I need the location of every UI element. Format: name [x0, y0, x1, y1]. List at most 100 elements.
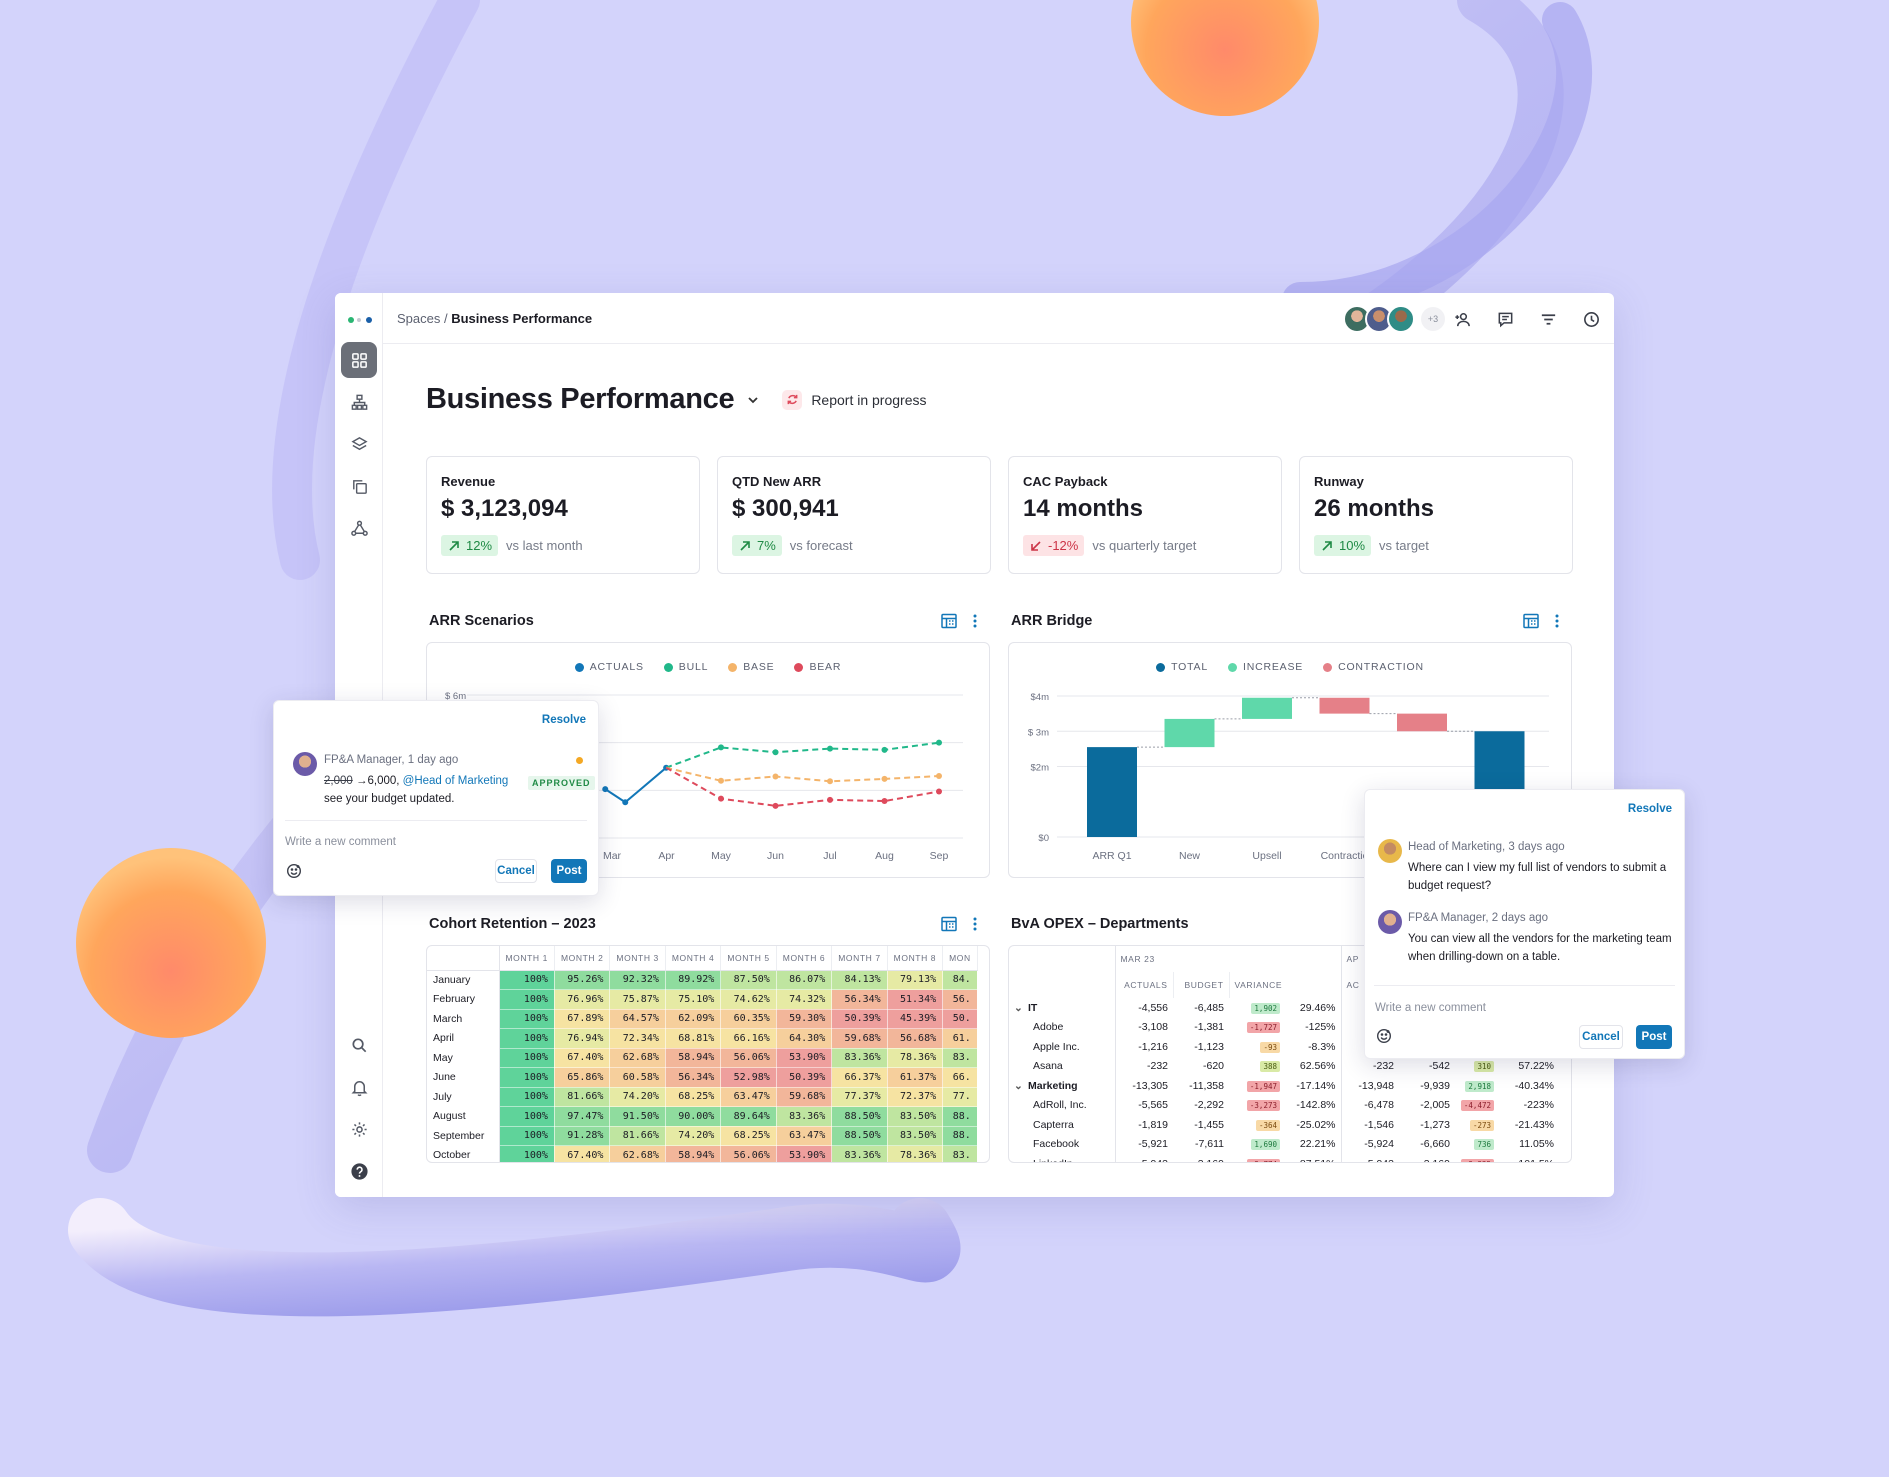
actuals-cell[interactable]: -1,216 [1138, 1040, 1168, 1053]
table-cell[interactable]: 59.30% [776, 1009, 833, 1029]
table-cell[interactable]: 50.39% [776, 1067, 833, 1088]
budget-cell[interactable]: -3,169 [1399, 1154, 1455, 1162]
table-cell[interactable]: 87.50% [720, 970, 777, 990]
budget-cell[interactable]: -3,169 [1173, 1154, 1229, 1162]
actuals-cell[interactable]: -13,948 [1358, 1079, 1394, 1092]
table-cell[interactable]: 100% [499, 1028, 555, 1049]
variance-pill-cell[interactable]: -364 [1229, 1115, 1285, 1135]
filter-button[interactable] [1535, 306, 1561, 332]
variance-pct-cell[interactable]: -101.5% [1499, 1154, 1559, 1162]
cancel-button[interactable]: Cancel [495, 859, 537, 883]
table-row[interactable]: Capterra -1,819 -1,455 -364 -25.02% -1,546 -1,… [1009, 1115, 1559, 1135]
table-cell[interactable]: 74.62% [720, 989, 777, 1010]
avatars-more-count[interactable]: +3 [1421, 307, 1445, 331]
add-user-button[interactable] [1449, 306, 1475, 332]
table-cell[interactable]: 56.34% [831, 989, 888, 1010]
table-cell[interactable]: 67.89% [554, 1009, 611, 1029]
table-cell[interactable]: 79.13% [887, 970, 944, 990]
column-header[interactable]: MONTH 8 [887, 946, 944, 971]
table-view-icon[interactable] [1521, 611, 1541, 631]
table-cell[interactable]: 77. [942, 1087, 978, 1107]
chevron-down-icon[interactable] [746, 393, 760, 407]
column-header[interactable]: MONTH 5 [720, 946, 777, 971]
table-cell[interactable]: 76.96% [554, 989, 611, 1010]
budget-cell[interactable]: -11,358 [1189, 1079, 1224, 1092]
table-cell[interactable]: 58.94% [665, 1048, 722, 1068]
variance-pill-cell[interactable]: 310 [1455, 1057, 1499, 1077]
budget-cell[interactable]: -6,485 [1194, 1001, 1224, 1014]
table-cell[interactable]: 68.81% [665, 1028, 722, 1049]
more-vertical-icon[interactable] [1547, 611, 1567, 631]
table-cell[interactable]: 64.57% [609, 1009, 666, 1029]
table-view-icon[interactable] [939, 914, 959, 934]
new-comment-input[interactable]: Write a new comment [1375, 1002, 1486, 1014]
table-cell[interactable]: 100% [499, 1087, 555, 1107]
table-cell[interactable]: 84.13% [831, 970, 888, 990]
variance-pct-cell[interactable]: -40.34% [1514, 1079, 1554, 1092]
column-header[interactable]: VARIANCE [1229, 972, 1342, 998]
table-row[interactable]: August 100% 97.47% 91.50% 90.00% 89.64% 83.36%… [427, 1106, 978, 1127]
group-row-label[interactable]: ⌄ Marketing [1009, 1076, 1116, 1096]
table-cell[interactable]: 100% [499, 1106, 555, 1127]
actuals-cell[interactable]: -5,921 [1138, 1138, 1168, 1151]
budget-cell[interactable]: -2,292 [1194, 1099, 1224, 1112]
budget-cell[interactable]: -1,123 [1194, 1040, 1224, 1053]
table-cell[interactable]: 68.25% [665, 1087, 722, 1107]
column-header[interactable]: BUDGET [1173, 972, 1230, 998]
table-cell[interactable]: 64.30% [776, 1028, 833, 1049]
column-header[interactable]: MONTH 4 [665, 946, 722, 971]
actuals-cell[interactable]: -232 [1146, 1060, 1168, 1073]
table-cell[interactable]: 97.47% [554, 1106, 611, 1127]
resolve-button[interactable]: Resolve [541, 714, 586, 726]
table-cell[interactable]: 100% [499, 1048, 555, 1068]
variance-pct-cell[interactable]: -25.02% [1285, 1115, 1342, 1135]
sidebar-item-layers[interactable] [341, 426, 377, 462]
column-header[interactable]: MON [942, 946, 978, 971]
column-header[interactable]: MONTH 1 [499, 946, 555, 971]
column-header[interactable]: MONTH 6 [776, 946, 833, 971]
variance-pct-cell[interactable]: -8.3% [1285, 1037, 1342, 1057]
table-row[interactable]: Adobe -3,108 -1,381 -1,727 -125% [1009, 1017, 1559, 1038]
kpi-card[interactable]: CAC Payback 14 months -12% vs quarterly tar… [1008, 456, 1282, 574]
budget-cell[interactable]: -1,273 [1420, 1118, 1450, 1131]
table-cell[interactable]: 81.66% [554, 1087, 611, 1107]
table-cell[interactable]: 83.36% [831, 1145, 888, 1162]
variance-pill-cell[interactable]: -1,727 [1229, 1018, 1285, 1038]
table-cell[interactable]: 50.39% [831, 1009, 888, 1029]
table-cell[interactable]: 72.37% [887, 1087, 944, 1107]
table-cell[interactable]: 78.36% [887, 1145, 944, 1162]
actuals-cell[interactable]: -4,556 [1138, 1001, 1168, 1014]
sidebar-item-hierarchy[interactable] [341, 384, 377, 420]
variance-pct-cell[interactable]: 29.46% [1285, 998, 1342, 1018]
table-cell[interactable]: 59.68% [831, 1028, 888, 1049]
table-row[interactable]: October 100% 67.40% 62.68% 58.94% 56.06% 53.90… [427, 1145, 978, 1162]
variance-pill-cell[interactable]: 388 [1229, 1057, 1285, 1077]
table-cell[interactable]: 81.66% [609, 1126, 666, 1146]
table-cell[interactable]: 83.36% [831, 1048, 888, 1068]
mention-link[interactable]: @Head of Marketing [402, 775, 509, 787]
variance-pct-cell[interactable]: -125% [1285, 1017, 1342, 1037]
more-vertical-icon[interactable] [965, 914, 985, 934]
resolve-button[interactable]: Resolve [1627, 803, 1672, 815]
table-cell[interactable]: 75.87% [609, 989, 666, 1010]
variance-pill-cell[interactable]: 1,690 [1229, 1135, 1285, 1155]
table-view-icon[interactable] [939, 611, 959, 631]
table-cell[interactable]: 100% [499, 1145, 555, 1162]
table-cell[interactable]: 83. [942, 1145, 978, 1162]
table-cell[interactable]: 75.10% [665, 989, 722, 1010]
actuals-cell[interactable]: -5,565 [1138, 1099, 1168, 1112]
variance-pill-cell[interactable]: -1,947 [1229, 1076, 1285, 1096]
actuals-cell[interactable]: -5,924 [1364, 1138, 1394, 1151]
budget-cell[interactable]: -1,455 [1194, 1118, 1224, 1131]
column-header[interactable]: MONTH 3 [609, 946, 666, 971]
table-cell[interactable]: 66.37% [831, 1067, 888, 1088]
sidebar-search[interactable] [341, 1027, 377, 1063]
table-row[interactable]: June 100% 65.86% 60.58% 56.34% 52.98% 50.39% 66… [427, 1067, 978, 1088]
budget-cell[interactable]: -7,611 [1195, 1138, 1224, 1151]
kpi-card[interactable]: Runway 26 months 10% vs target [1299, 456, 1573, 574]
table-cell[interactable]: 88.50% [831, 1106, 888, 1127]
table-cell[interactable]: 83.50% [887, 1126, 944, 1146]
table-row[interactable]: April 100% 76.94% 72.34% 68.81% 66.16% 64.30% 5… [427, 1028, 978, 1049]
table-cell[interactable]: 62.68% [609, 1048, 666, 1068]
table-cell[interactable]: 65.86% [554, 1067, 611, 1088]
